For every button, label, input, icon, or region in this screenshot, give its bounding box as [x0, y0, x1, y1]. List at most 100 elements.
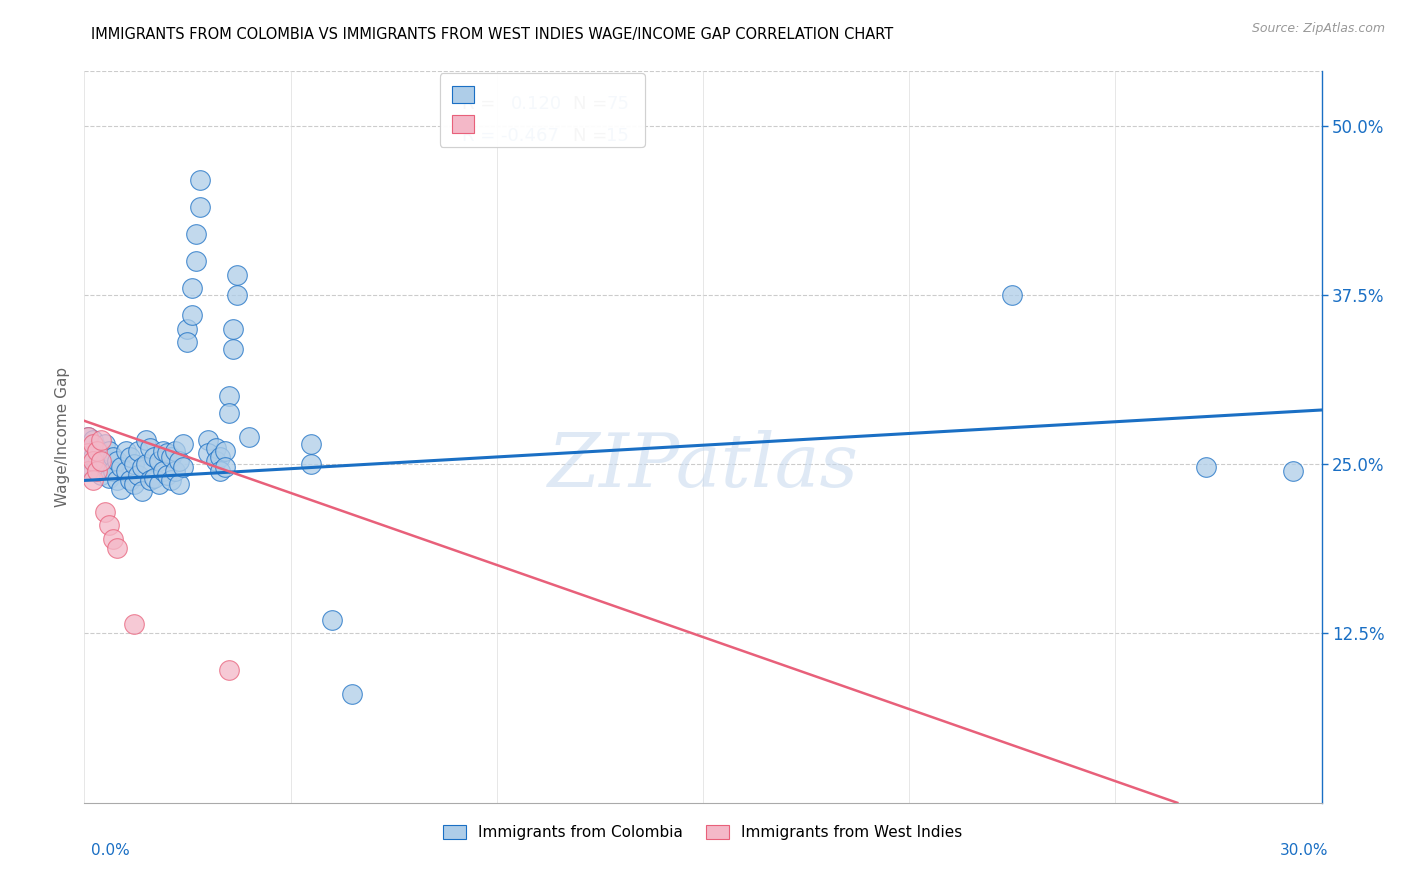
Point — [205, 441, 228, 455]
Point — [118, 450, 141, 465]
Point — [86, 457, 108, 471]
Text: 15: 15 — [606, 127, 630, 145]
Point — [180, 281, 202, 295]
Point — [321, 613, 343, 627]
Point — [1281, 464, 1303, 478]
Point — [90, 433, 112, 447]
Text: R = -0.467: R = -0.467 — [461, 127, 558, 145]
Point — [105, 474, 128, 488]
Point — [222, 322, 245, 336]
Point — [165, 443, 187, 458]
Point — [209, 450, 232, 465]
Point — [103, 450, 125, 465]
Point — [82, 474, 104, 488]
Point — [172, 437, 194, 451]
Point — [110, 482, 132, 496]
Point — [176, 322, 198, 336]
Point — [77, 430, 100, 444]
Point — [122, 457, 145, 471]
Text: ZIPatlas: ZIPatlas — [547, 430, 859, 502]
Point — [184, 227, 207, 241]
Point — [114, 443, 136, 458]
Point — [238, 430, 260, 444]
Point — [180, 308, 202, 322]
Point — [218, 406, 240, 420]
Point — [110, 459, 132, 474]
Point — [131, 459, 153, 474]
Point — [82, 454, 104, 468]
Point — [77, 464, 100, 478]
Point — [226, 268, 249, 282]
Point — [98, 518, 121, 533]
Point — [167, 477, 190, 491]
Point — [1001, 288, 1024, 302]
Point — [152, 443, 174, 458]
Text: N =: N = — [574, 127, 613, 145]
Point — [103, 532, 125, 546]
Text: IMMIGRANTS FROM COLOMBIA VS IMMIGRANTS FROM WEST INDIES WAGE/INCOME GAP CORRELAT: IMMIGRANTS FROM COLOMBIA VS IMMIGRANTS F… — [91, 27, 894, 42]
Point — [205, 454, 228, 468]
Point — [77, 446, 100, 460]
Point — [299, 457, 322, 471]
Point — [127, 468, 149, 483]
Point — [94, 459, 117, 474]
Point — [197, 446, 219, 460]
Point — [98, 443, 121, 458]
Point — [82, 433, 104, 447]
Point — [214, 459, 236, 474]
Point — [214, 443, 236, 458]
Point — [188, 200, 211, 214]
Point — [139, 441, 162, 455]
Point — [188, 172, 211, 186]
Point — [86, 441, 108, 455]
Point — [127, 443, 149, 458]
Point — [1195, 459, 1218, 474]
Point — [122, 617, 145, 632]
Y-axis label: Wage/Income Gap: Wage/Income Gap — [55, 367, 70, 508]
Point — [90, 454, 112, 468]
Point — [90, 468, 112, 483]
Point — [222, 342, 245, 356]
Point — [118, 474, 141, 488]
Point — [167, 454, 190, 468]
Point — [299, 437, 322, 451]
Point — [176, 335, 198, 350]
Point — [160, 450, 183, 465]
Point — [77, 430, 100, 444]
Point — [94, 437, 117, 451]
Point — [135, 457, 157, 471]
Point — [209, 464, 232, 478]
Point — [131, 484, 153, 499]
Point — [139, 474, 162, 488]
Text: 0.120: 0.120 — [512, 95, 562, 113]
Point — [342, 688, 364, 702]
Point — [148, 454, 170, 468]
Point — [160, 474, 183, 488]
Point — [143, 450, 166, 465]
Point — [156, 446, 179, 460]
Text: R =: R = — [461, 95, 506, 113]
Point — [82, 464, 104, 478]
Point — [143, 471, 166, 485]
Text: 30.0%: 30.0% — [1281, 843, 1329, 858]
Point — [82, 450, 104, 465]
Point — [184, 254, 207, 268]
Point — [172, 459, 194, 474]
Point — [197, 433, 219, 447]
Point — [105, 541, 128, 556]
Point — [98, 471, 121, 485]
Point — [103, 464, 125, 478]
Point — [86, 464, 108, 478]
Text: N =: N = — [574, 95, 613, 113]
Point — [94, 505, 117, 519]
Point — [114, 464, 136, 478]
Point — [86, 443, 108, 458]
Text: 0.0%: 0.0% — [91, 843, 131, 858]
Point — [105, 454, 128, 468]
Point — [148, 477, 170, 491]
Point — [218, 389, 240, 403]
Point — [165, 464, 187, 478]
Point — [226, 288, 249, 302]
Point — [135, 433, 157, 447]
Point — [156, 468, 179, 483]
